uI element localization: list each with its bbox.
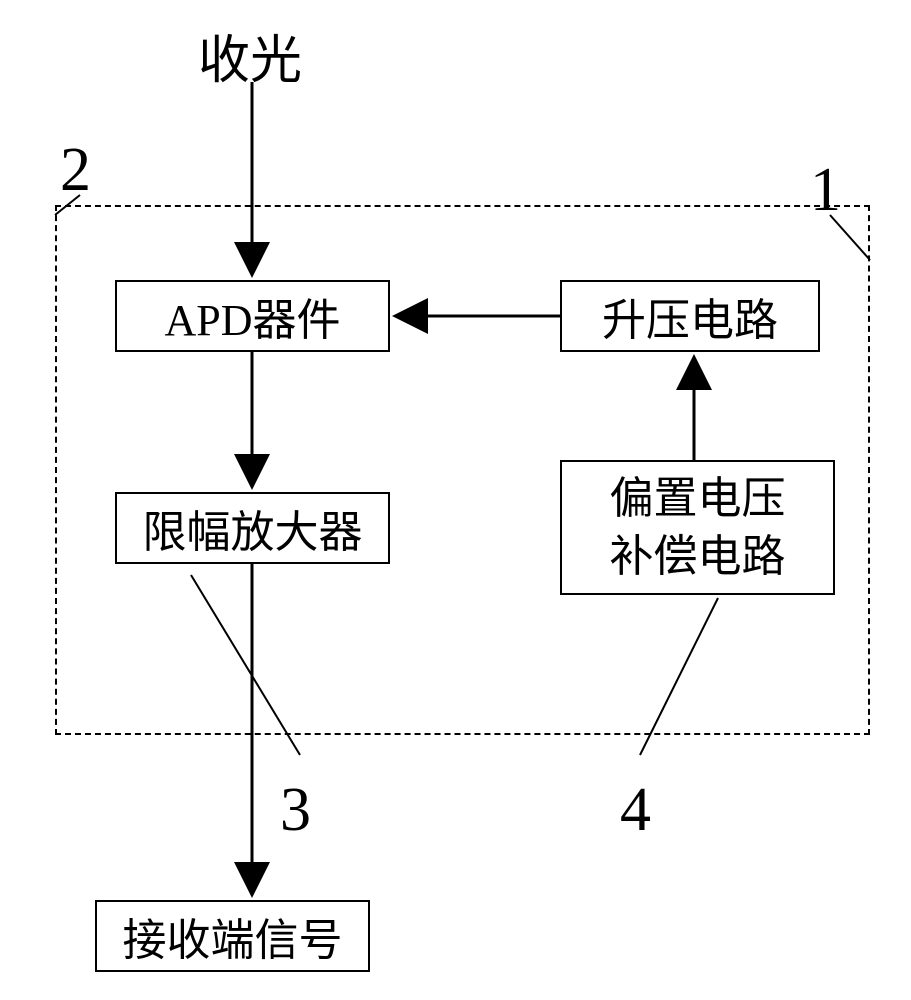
apd-box: APD器件	[115, 280, 390, 352]
boost-box: 升压电路	[560, 280, 820, 352]
callout-3: 3	[280, 775, 311, 846]
limiter-box: 限幅放大器	[115, 492, 390, 564]
callout-2: 2	[60, 135, 91, 206]
output-box: 接收端信号	[95, 900, 370, 972]
compensation-box: 偏置电压 补偿电路	[560, 460, 835, 595]
callout-4: 4	[620, 775, 651, 846]
callout-1: 1	[810, 155, 841, 226]
input-label: 收光	[198, 18, 302, 93]
diagram-canvas: 收光 APD器件 升压电路 限幅放大器 偏置电压 补偿电路 接收端信号 2 1 …	[0, 0, 911, 1000]
